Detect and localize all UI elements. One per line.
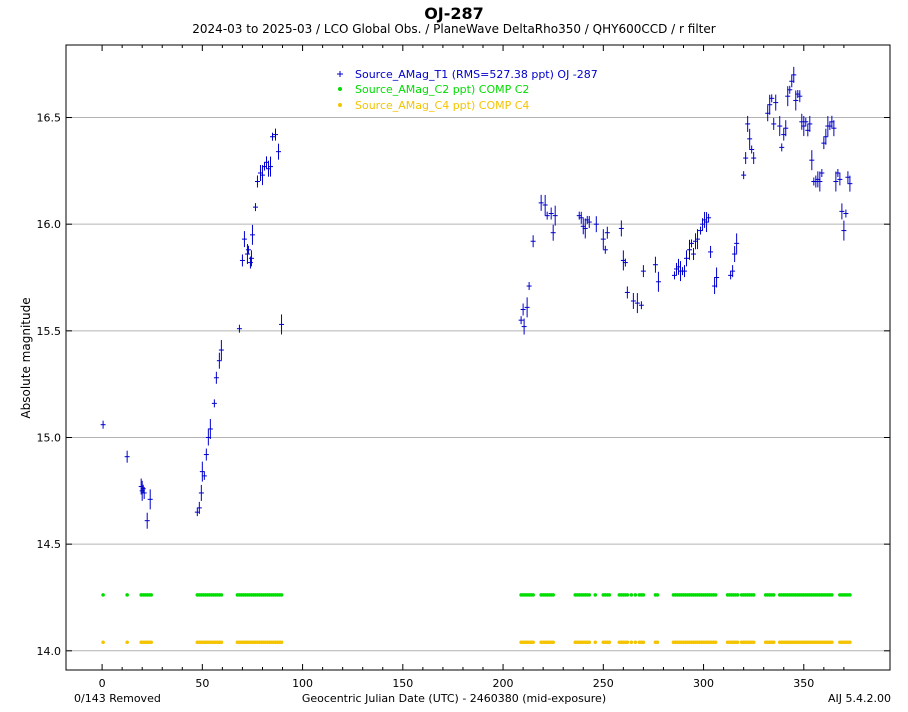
comp-c4-point (531, 640, 535, 645)
chart-title: OJ-287 (424, 4, 484, 23)
legend-label: Source_AMag_T1 (RMS=527.38 ppt) OJ -287 (355, 68, 598, 81)
comp-c4-point (149, 640, 154, 645)
comp-c2-point (101, 593, 105, 597)
comp-c2-point (830, 593, 834, 597)
comp-c4-point (713, 640, 718, 645)
x-tick-label: 100 (292, 677, 313, 690)
legend-marker-c2 (338, 87, 342, 91)
x-axis-label: Geocentric Julian Date (UTC) - 2460380 (… (301, 692, 607, 705)
version-label: AIJ 5.4.2.00 (828, 692, 891, 705)
removed-count: 0/143 Removed (74, 692, 161, 705)
comp-c4-point (629, 640, 634, 645)
x-tick-label: 350 (793, 677, 814, 690)
axes: 14.0 14.5 15.0 15.5 16.0 16.5 0 50 100 150 200 250 3… (37, 45, 890, 690)
y-tick-label: 14.0 (37, 645, 62, 658)
data-marks (100, 66, 853, 645)
comp-c4-point (593, 640, 598, 645)
x-tick-label: 0 (99, 677, 106, 690)
comp-c2-point (655, 593, 660, 597)
comp-c4-point (751, 640, 756, 645)
comp-c4-point (641, 640, 646, 645)
comp-c2-point (607, 593, 612, 597)
y-tick-label: 15.5 (37, 325, 62, 338)
comp-c2-point (125, 593, 129, 597)
y-tick-label: 16.0 (37, 218, 62, 231)
comp-c4-point (587, 640, 592, 645)
comp-c2-point (551, 593, 555, 597)
comp-c4-point (633, 640, 638, 645)
comp-c2-point (771, 593, 776, 597)
comp-c2-point (531, 593, 535, 597)
comp-c2-point (633, 593, 638, 597)
y-tick-label: 16.5 (37, 112, 62, 125)
legend-label: Source_AMag_C4 ppt) COMP C4 (355, 99, 529, 112)
y-axis-label: Absolute magnitude (19, 297, 33, 418)
comp-c4-point (125, 640, 129, 645)
comp-c4-point (625, 640, 630, 645)
comp-c4-point (655, 640, 660, 645)
comp-c2-point (629, 593, 634, 597)
comp-c2-point (149, 593, 154, 597)
x-tick-label: 150 (392, 677, 413, 690)
comp-c2-point (848, 593, 852, 597)
legend: Source_AMag_T1 (RMS=527.38 ppt) OJ -287 S… (337, 68, 598, 112)
comp-c2-point (219, 593, 224, 597)
x-tick-label: 50 (195, 677, 209, 690)
comp-c4-point (279, 640, 284, 645)
chart-subtitle: 2024-03 to 2025-03 / LCO Global Obs. / P… (192, 22, 716, 36)
comp-c2-point (593, 593, 598, 597)
legend-label: Source_AMag_C2 ppt) COMP C2 (355, 83, 529, 96)
comp-c2-point (279, 593, 284, 597)
comp-c4-point (830, 640, 834, 645)
comp-c2-point (713, 593, 718, 597)
grid-lines (66, 117, 890, 652)
comp-c4-point (735, 640, 740, 645)
comp-c4-point (607, 640, 612, 645)
comp-c2-point (587, 593, 592, 597)
comp-c4-point (219, 640, 224, 645)
comp-c4-point (848, 640, 852, 645)
comp-c2-point (751, 593, 756, 597)
x-tick-label: 250 (593, 677, 614, 690)
comp-c2-point (735, 593, 740, 597)
y-tick-label: 14.5 (37, 538, 62, 551)
y-tick-label: 15.0 (37, 431, 62, 444)
plot-frame (65, 44, 891, 671)
comp-c2-point (625, 593, 630, 597)
legend-marker-c4 (338, 103, 342, 107)
comp-c2-point (641, 593, 646, 597)
x-tick-label: 200 (493, 677, 514, 690)
comp-c4-point (101, 640, 105, 645)
comp-c4-point (551, 640, 555, 645)
x-tick-label: 300 (693, 677, 714, 690)
comp-c4-point (771, 640, 776, 645)
